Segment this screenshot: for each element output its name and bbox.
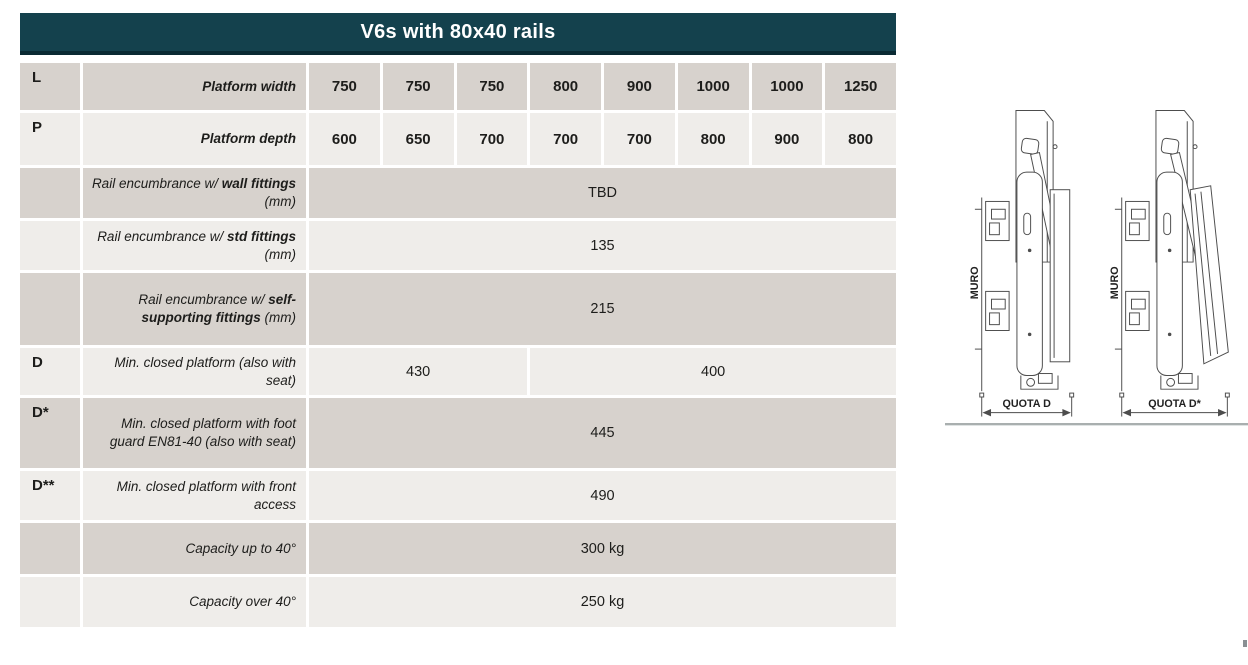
wall-bracket-lower <box>1125 290 1150 331</box>
row-letter: D <box>20 348 80 395</box>
row-letter <box>20 273 80 345</box>
value-cell: 750 <box>382 63 454 110</box>
row-letter <box>20 168 80 218</box>
row-letter <box>20 221 80 270</box>
tilted-platform-panel <box>1189 185 1229 365</box>
value-cell: 900 <box>751 113 823 165</box>
row-label: Min. closed platform (also with seat) <box>83 348 306 395</box>
spec-table: V6s with 80x40 rails L Platform width 750 7… <box>20 13 896 630</box>
quota-d-star-caption: QUOTA D* <box>1148 398 1201 410</box>
value-cell: 135 <box>309 221 896 270</box>
row-label: Rail encumbrance w/ self-supporting fitt… <box>83 273 306 345</box>
value-cell: 1000 <box>677 63 749 110</box>
table-row: Capacity over 40° 250 kg <box>20 577 896 627</box>
value-cell: TBD <box>309 168 896 218</box>
lift-body <box>1156 171 1183 376</box>
value-cell: 600 <box>309 113 380 165</box>
value-cell: 700 <box>604 113 675 165</box>
row-label: Capacity up to 40° <box>83 523 306 574</box>
table-row: Capacity up to 40° 300 kg <box>20 523 896 574</box>
value-cell: 700 <box>456 113 528 165</box>
foot-assembly <box>1160 373 1199 390</box>
value-cell: 1000 <box>751 63 823 110</box>
folded-platform-panel <box>1049 189 1071 363</box>
value-cell: 445 <box>309 398 896 468</box>
value-cell: 800 <box>677 113 749 165</box>
row-label: Platform width <box>83 63 306 110</box>
row-label: Capacity over 40° <box>83 577 306 627</box>
value-cell: 215 <box>309 273 896 345</box>
stairlift-side-view-open-drawing: MURO QUOTA D* <box>1110 110 1230 417</box>
table-row: D* Min. closed platform with foot guard E… <box>20 398 896 468</box>
row-label: Rail encumbrance w/ wall fittings (mm) <box>83 168 306 218</box>
value-cell: 650 <box>382 113 454 165</box>
row-letter: P <box>20 113 80 165</box>
wall-label: MURO <box>970 266 981 299</box>
wall-bracket-upper <box>985 200 1010 242</box>
value-cell: 800 <box>825 113 896 165</box>
wall-bracket-lower <box>985 290 1010 331</box>
table-row: D** Min. closed platform with front acces… <box>20 471 896 520</box>
row-label: Min. closed platform with front access <box>83 471 306 520</box>
table-row: D Min. closed platform (also with seat) 43… <box>20 348 896 395</box>
table-row: P Platform depth 600 650 700 700 700 800 900 800 <box>20 113 896 165</box>
value-cell: 300 kg <box>309 523 896 574</box>
value-cell: 490 <box>309 471 896 520</box>
joystick-knob <box>1160 137 1180 155</box>
page-corner-mark <box>1243 640 1247 647</box>
wall-label: MURO <box>1110 266 1121 299</box>
value-cell: 400 <box>530 348 896 395</box>
value-cell: 250 kg <box>309 577 896 627</box>
wall-bracket-upper <box>1125 200 1150 242</box>
row-label: Platform depth <box>83 113 306 165</box>
value-cell: 750 <box>456 63 528 110</box>
value-cell: 800 <box>530 63 601 110</box>
row-letter: D* <box>20 398 80 468</box>
table-row: L Platform width 750 750 750 800 900 1000 1000 12… <box>20 63 896 110</box>
value-cell: 700 <box>530 113 601 165</box>
row-letter: D** <box>20 471 80 520</box>
row-letter <box>20 577 80 627</box>
value-cell: 750 <box>309 63 380 110</box>
row-letter: L <box>20 63 80 110</box>
stairlift-side-view-closed-drawing: MURO QUOTA D <box>970 110 1075 417</box>
quota-d-star-dimension <box>1119 392 1230 417</box>
joystick-knob <box>1020 137 1040 155</box>
table-title: V6s with 80x40 rails <box>20 13 896 55</box>
value-cell: 900 <box>604 63 675 110</box>
value-cell: 1250 <box>825 63 896 110</box>
technical-drawings: MURO QUOTA D <box>970 104 1242 426</box>
value-cell: 430 <box>309 348 528 395</box>
table-row: Rail encumbrance w/ wall fittings (mm) TB… <box>20 168 896 218</box>
table-row: Rail encumbrance w/ std fittings (mm) 135 <box>20 221 896 270</box>
lift-body <box>1016 171 1043 376</box>
foot-assembly <box>1020 373 1059 390</box>
row-letter <box>20 523 80 574</box>
spec-table-body: L Platform width 750 750 750 800 900 1000 1000 12… <box>20 63 896 627</box>
horizontal-divider <box>945 423 1248 425</box>
quota-d-caption: QUOTA D <box>1003 398 1052 410</box>
table-row: Rail encumbrance w/ self-supporting fitt… <box>20 273 896 345</box>
row-label: Min. closed platform with foot guard EN8… <box>83 398 306 468</box>
row-label: Rail encumbrance w/ std fittings (mm) <box>83 221 306 270</box>
quota-d-dimension <box>979 392 1075 417</box>
